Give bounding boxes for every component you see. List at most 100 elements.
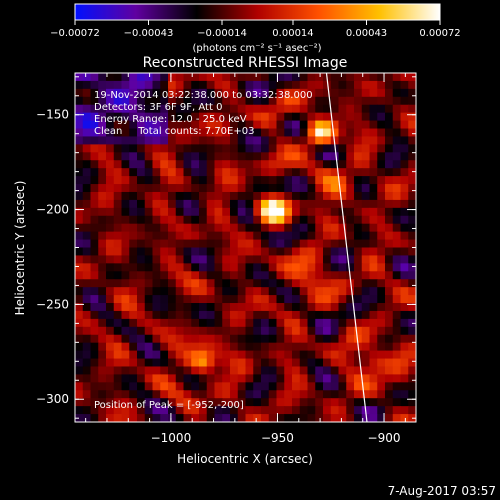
heatmap-cell <box>346 128 355 138</box>
heatmap-cell <box>82 199 92 209</box>
heatmap-cell <box>168 223 177 233</box>
heatmap-cell <box>106 255 115 264</box>
heatmap-cell <box>369 239 378 249</box>
heatmap-cell <box>144 136 154 145</box>
y-tick-label: −250 <box>36 297 69 311</box>
heatmap-cell <box>106 295 115 304</box>
heatmap-cell <box>354 104 363 114</box>
heatmap-cell <box>214 390 223 399</box>
heatmap-cell <box>129 239 138 249</box>
heatmap-cell <box>354 263 363 272</box>
heatmap-cell <box>408 263 416 272</box>
heatmap-cell <box>121 374 130 383</box>
heatmap-cell <box>183 160 192 169</box>
heatmap-cell <box>98 215 107 225</box>
heatmap-cell <box>237 255 247 264</box>
heatmap-cell <box>338 168 347 177</box>
heatmap-cell <box>98 73 107 82</box>
heatmap-cell <box>183 215 192 225</box>
heatmap-cell <box>113 80 123 90</box>
heatmap-cell <box>385 350 394 360</box>
heatmap-cell <box>191 271 200 280</box>
heatmap-cell <box>237 247 247 257</box>
heatmap-cell <box>245 144 254 153</box>
heatmap-cell <box>183 279 192 288</box>
heatmap-cell <box>299 295 309 304</box>
heatmap-cell <box>338 120 347 130</box>
heatmap-cell <box>129 120 138 130</box>
heatmap-cell <box>276 168 285 177</box>
heatmap-cell <box>82 390 92 399</box>
heatmap-cell <box>214 350 223 360</box>
heatmap-cell <box>214 239 223 249</box>
heatmap-cell <box>113 295 123 304</box>
heatmap-cell <box>152 414 161 422</box>
heatmap-cell <box>299 128 309 138</box>
heatmap-cell <box>144 184 154 193</box>
heatmap-cell <box>191 73 200 82</box>
heatmap-cell <box>369 112 378 122</box>
heatmap-cell <box>292 215 301 225</box>
heatmap-cell <box>199 366 208 376</box>
heatmap-cell <box>82 215 92 225</box>
heatmap-cell <box>113 207 123 217</box>
heatmap-cell <box>292 136 301 145</box>
heatmap-cell <box>90 96 99 106</box>
heatmap-cell <box>307 263 316 272</box>
heatmap-cell <box>307 73 316 82</box>
heatmap-cell <box>121 295 130 304</box>
heatmap-cell <box>98 350 107 360</box>
heatmap-cell <box>75 223 84 233</box>
heatmap-cell <box>152 199 161 209</box>
heatmap-cell <box>385 239 394 249</box>
heatmap-cell <box>222 120 231 130</box>
heatmap-cell <box>392 334 402 344</box>
heatmap-cell <box>98 88 107 98</box>
heatmap-cell <box>106 144 115 153</box>
heatmap-cell <box>245 310 254 320</box>
heatmap-cell <box>199 152 208 161</box>
colorbar <box>74 3 441 21</box>
heatmap-cell <box>175 255 185 264</box>
heatmap-cell <box>113 406 123 415</box>
heatmap-cell <box>113 350 123 360</box>
heatmap-cell <box>144 255 154 264</box>
heatmap-cell <box>392 120 402 130</box>
heatmap-cell <box>137 358 146 368</box>
heatmap-cell <box>160 160 169 169</box>
heatmap-cell <box>408 112 416 122</box>
heatmap-cell <box>113 231 123 241</box>
heatmap-cell <box>152 334 161 344</box>
heatmap-cell <box>175 73 185 82</box>
heatmap-cell <box>121 358 130 368</box>
heatmap-cell <box>214 168 223 177</box>
heatmap-cell <box>307 112 316 122</box>
heatmap-cell <box>385 326 394 336</box>
heatmap-cell <box>199 350 208 360</box>
heatmap-cell <box>276 120 285 130</box>
heatmap-cell <box>315 287 324 296</box>
heatmap-cell <box>315 207 324 217</box>
heatmap-cell <box>261 279 270 288</box>
heatmap-cell <box>253 303 262 312</box>
heatmap-cell <box>113 168 123 177</box>
heatmap-cell <box>222 239 231 249</box>
heatmap-cell <box>361 73 371 82</box>
heatmap-cell <box>253 199 262 209</box>
heatmap-cell <box>307 303 316 312</box>
heatmap-cell <box>253 73 262 82</box>
heatmap-cell <box>392 80 402 90</box>
heatmap-cell <box>113 128 123 138</box>
heatmap-cell <box>75 88 84 98</box>
heatmap-cell <box>276 128 285 138</box>
heatmap-cell <box>253 390 262 399</box>
heatmap-cell <box>168 199 177 209</box>
heatmap-cell <box>75 350 84 360</box>
heatmap-cell <box>284 326 293 336</box>
heatmap-cell <box>361 199 371 209</box>
heatmap-cell <box>121 318 130 328</box>
heatmap-cell <box>253 334 262 344</box>
heatmap-cell <box>82 406 92 415</box>
heatmap-cell <box>160 326 169 336</box>
heatmap-cell <box>152 310 161 320</box>
